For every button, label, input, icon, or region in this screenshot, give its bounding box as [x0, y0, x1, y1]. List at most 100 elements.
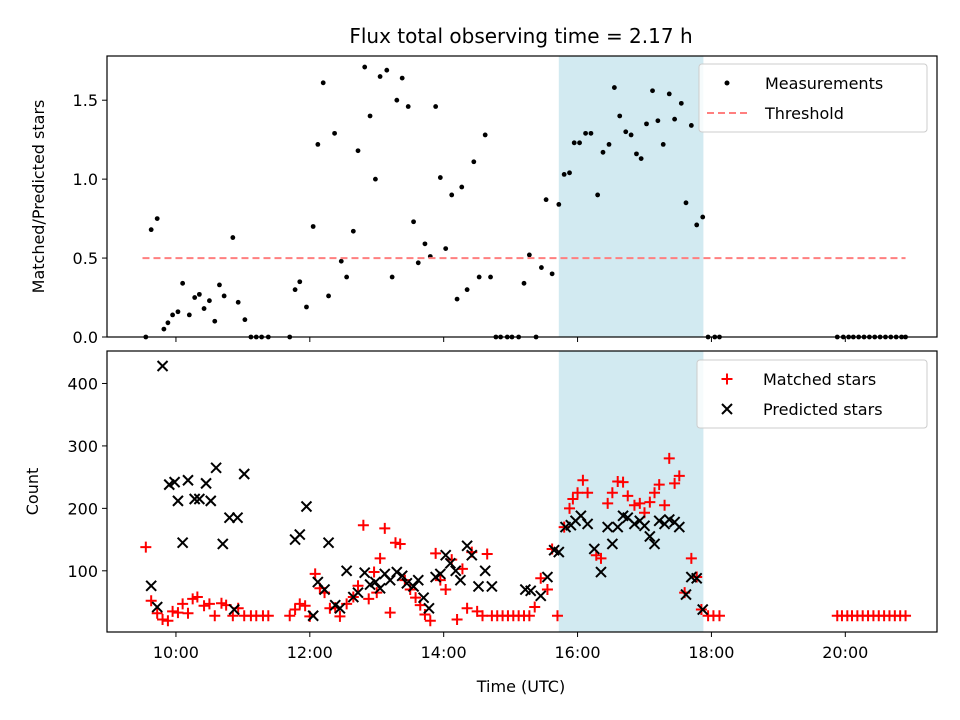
x-tick-label: 18:00 [688, 643, 734, 662]
measurement-point [617, 113, 623, 119]
matched-star-point [379, 522, 391, 534]
matched-star-point [410, 592, 422, 604]
measurement-point [192, 295, 198, 300]
predicted-star-point [228, 603, 240, 616]
predicted-star-point [231, 512, 244, 524]
measurement-point [672, 116, 678, 122]
measurement-point [170, 312, 175, 318]
measurement-point [394, 97, 400, 103]
top-y-tick-label: 1.0 [73, 170, 98, 189]
measurement-point [355, 148, 361, 154]
measurement-point [464, 287, 470, 293]
bottom-legend: Matched stars Predicted stars [696, 359, 928, 429]
predicted-star-point [217, 538, 229, 550]
top-y-tick-label: 0.0 [73, 328, 98, 347]
measurement-point [201, 306, 207, 311]
matched-star-point [419, 609, 431, 621]
measurement-point [180, 280, 186, 286]
matched-star-point [535, 572, 547, 584]
bottom-y-tick-label: 300 [67, 437, 98, 456]
matched-star-point [140, 541, 152, 553]
predicted-star-point [200, 477, 212, 490]
predicted-star-point [673, 521, 686, 533]
predicted-star-point [145, 580, 157, 592]
measurement-point [526, 252, 532, 258]
measurement-point [165, 320, 171, 326]
legend-predicted-marker [721, 403, 733, 415]
predicted-star-point [340, 565, 353, 577]
matched-star-point [151, 607, 163, 619]
predicted-star-point [444, 557, 457, 570]
predicted-star-point [454, 574, 467, 586]
matched-star-point [602, 497, 614, 509]
matched-star-point [209, 610, 221, 622]
predicted-star-point [612, 521, 624, 533]
matched-star-point [461, 602, 473, 614]
predicted-star-point [697, 603, 709, 616]
x-tick-label: 16:00 [555, 643, 601, 662]
matched-star-point [430, 547, 442, 559]
matched-star-point [673, 470, 685, 482]
matched-star-point [368, 566, 380, 578]
measurement-point [326, 293, 331, 299]
measurement-point [154, 216, 160, 222]
matched-star-point [309, 568, 321, 580]
bottom-y-tick-label: 200 [67, 499, 98, 518]
measurement-point [655, 118, 661, 124]
measurement-point [683, 200, 689, 206]
matched-star-point [172, 607, 184, 619]
measurement-point [304, 304, 309, 310]
matched-star-point [523, 610, 535, 622]
predicted-star-point [322, 536, 335, 549]
measurement-point [377, 74, 383, 79]
predicted-star-point [450, 565, 462, 577]
measurement-point [415, 260, 421, 266]
matched-star-point [167, 605, 179, 617]
top-highlight-band [558, 56, 704, 337]
matched-star-point [162, 615, 174, 627]
matched-star-point [659, 499, 671, 511]
matched-star-point [424, 615, 436, 627]
legend-matched-marker [721, 373, 733, 385]
x-tick-label: 14:00 [421, 643, 467, 662]
matched-star-point [363, 593, 375, 605]
measurement-point [688, 123, 694, 128]
measurement-point [148, 227, 154, 233]
predicted-star-point [307, 610, 319, 622]
matched-star-point [663, 452, 675, 464]
matched-star-point [187, 593, 199, 605]
predicted-star-point [358, 566, 371, 579]
measurement-point [411, 219, 416, 225]
legend-predicted-label: Predicted stars [763, 400, 883, 419]
predicted-star-point [461, 540, 473, 552]
matched-star-point [595, 552, 607, 564]
top-x-ticks [175, 337, 846, 342]
measurement-point [561, 171, 567, 177]
matched-star-point [289, 604, 301, 616]
matched-star-point [582, 487, 594, 499]
predicted-star-point [396, 570, 408, 582]
predicted-star-point [188, 493, 201, 505]
measurement-point [660, 142, 666, 147]
predicted-star-point [439, 549, 452, 561]
matched-star-point [577, 474, 589, 486]
bottom-panel: 100 200 300 400 10:00 12:00 14:00 16:00 18:00 20… [23, 350, 938, 696]
matched-star-point [628, 499, 640, 511]
measurement-point [449, 192, 455, 198]
measurement-point [315, 142, 321, 147]
matched-star-point [440, 584, 452, 596]
matched-star-point [374, 552, 386, 564]
matched-star-point [617, 476, 629, 488]
legend-measurements-marker [724, 80, 730, 86]
predicted-star-point [205, 495, 217, 507]
measurement-point [454, 296, 460, 302]
predicted-star-point [486, 580, 498, 593]
matched-star-point [389, 537, 401, 549]
x-tick-label: 20:00 [822, 643, 868, 662]
bottom-plot-frame [106, 350, 938, 633]
matched-star-point [477, 610, 489, 622]
bottom-y-ticks: 100 200 300 400 [67, 374, 107, 581]
top-y-axis-label: Matched/Predicted stars [29, 100, 48, 294]
bottom-markers [140, 360, 912, 627]
